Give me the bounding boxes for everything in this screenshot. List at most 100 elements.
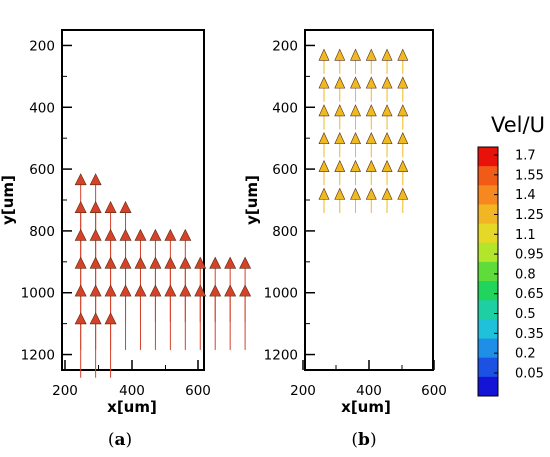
- colorbar-label: 1.4: [515, 188, 536, 203]
- panel-b-caption-open: (: [351, 430, 358, 450]
- panel-a-marker: [224, 284, 237, 297]
- colorbar-label: 0.65: [515, 287, 544, 302]
- panel-b-y-tick-label: 200: [272, 38, 298, 54]
- panel-a-marker: [179, 284, 192, 297]
- panel-a-marker: [119, 201, 132, 213]
- panel-a-marker: [164, 284, 177, 297]
- panel-b-marker: [365, 48, 377, 61]
- panel-a-marker: [74, 312, 87, 325]
- panel-a-marker: [89, 256, 102, 269]
- panel-b-caption-letter: b: [358, 430, 370, 450]
- panel-b-marker: [334, 132, 346, 145]
- panel-a-marker: [119, 228, 132, 241]
- colorbar-border: [477, 146, 499, 397]
- colorbar-segment: [478, 300, 498, 320]
- panel-a-x-axis-title: x[um]: [107, 398, 157, 416]
- panel-a-marker: [179, 256, 192, 269]
- panel-b-marker: [350, 187, 361, 200]
- panel-b-marker: [318, 76, 330, 89]
- panel-a-caption-letter: a: [114, 430, 125, 450]
- panel-b: 200 400 600 800 1000 1200 200 400 600 x[um] y[um…: [243, 29, 447, 450]
- panel-a-marker: [149, 284, 162, 297]
- colorbar-segment: [478, 338, 498, 359]
- panel-a-marker: [194, 284, 207, 297]
- panel-a-marker: [119, 256, 132, 269]
- panel-b-y-tick-label: 400: [272, 100, 298, 116]
- panel-b-marker: [318, 159, 330, 172]
- panel-b-marker: [334, 159, 346, 172]
- panel-a-marker: [149, 228, 162, 241]
- panel-b-marker: [397, 132, 409, 145]
- panel-b-marker: [365, 132, 377, 145]
- panel-a-plot-frame: [61, 29, 205, 371]
- panel-b-marks: [318, 48, 409, 213]
- colorbar-segment: [478, 261, 498, 282]
- panel-a-marker: [74, 284, 87, 297]
- panel-b-x-axis-title: x[um]: [341, 398, 391, 416]
- panel-a-marker: [89, 228, 102, 241]
- panel-a-caption-open: (: [108, 430, 115, 450]
- colorbar-segment: [478, 204, 498, 225]
- panel-b-marker: [318, 132, 330, 145]
- panel-a-marker: [134, 228, 147, 241]
- panel-a-y-tick-label: 1000: [21, 286, 55, 302]
- panel-b-marker: [350, 48, 361, 61]
- panel-a-marker: [134, 284, 147, 297]
- panel-a-x-tick-label: 600: [185, 383, 211, 399]
- colorbar-segment: [478, 166, 498, 186]
- panel-a-marker: [179, 228, 192, 241]
- colorbar: Vel/U 1.7 1.55 1.4 1.25 1.1 0.95 0.8 0.65 0.5 0.3…: [477, 113, 545, 397]
- panel-a-marker: [74, 201, 87, 213]
- panel-a-marker: [89, 284, 102, 297]
- panel-a-marker: [104, 228, 117, 241]
- panel-b-marker: [381, 76, 393, 89]
- panel-a-marker: [74, 173, 87, 186]
- panel-b-marker: [334, 48, 346, 61]
- panel-a-y-tick-label: 200: [29, 38, 55, 54]
- panel-a-caption: (a): [108, 430, 132, 450]
- panel-b-marker: [365, 76, 377, 89]
- panel-a-marker: [209, 256, 222, 269]
- panel-a-ticks: 200 400 600 800 1000 1200 200 400 600: [21, 38, 211, 399]
- panel-b-marker: [397, 187, 409, 200]
- panel-b-marker: [365, 187, 377, 200]
- panel-a-marks: [74, 173, 252, 378]
- colorbar-label: 1.7: [515, 149, 536, 164]
- panel-b-marker: [350, 132, 361, 145]
- panel-b-x-tick-label: 600: [421, 383, 447, 399]
- panel-a-caption-close: ): [126, 430, 133, 450]
- panel-b-marker: [397, 159, 409, 172]
- panel-b-marker: [397, 104, 409, 117]
- panel-b-y-tick-label: 800: [272, 224, 298, 240]
- colorbar-labels: 1.7 1.55 1.4 1.25 1.1 0.95 0.8 0.65 0.5 0.35 0.2 0.…: [494, 149, 544, 382]
- panel-b-marker: [381, 132, 393, 145]
- panel-a-marker: [149, 256, 162, 269]
- panel-a-y-tick-label: 1200: [21, 348, 55, 364]
- colorbar-label: 1.55: [515, 168, 544, 183]
- panel-b-marker: [397, 48, 409, 61]
- panel-b-y-tick-label: 1200: [264, 348, 298, 364]
- colorbar-label: 0.05: [515, 367, 544, 382]
- panel-b-marker: [334, 76, 346, 89]
- panel-a-marker: [104, 284, 117, 297]
- panel-b-marker: [318, 187, 330, 200]
- colorbar-segment: [478, 357, 498, 378]
- panel-a-marker: [164, 228, 177, 241]
- panel-a-marker: [89, 201, 102, 213]
- panel-b-marker: [381, 187, 393, 200]
- panel-b-y-axis-title: y[um]: [243, 175, 261, 225]
- panel-b-ticks: 200 400 600 800 1000 1200 200 400 600: [264, 38, 447, 399]
- panel-b-marker: [365, 104, 377, 117]
- panel-a-marker: [134, 256, 147, 269]
- panel-b-x-tick-label: 400: [356, 383, 382, 399]
- colorbar-label: 0.35: [515, 327, 544, 342]
- colorbar-label: 0.5: [515, 307, 536, 322]
- panel-a-marker: [104, 201, 117, 213]
- panel-b-marker: [318, 48, 330, 61]
- panel-a-marker: [239, 256, 252, 269]
- panel-a-marker: [164, 256, 177, 269]
- panel-b-marker: [350, 104, 361, 117]
- panel-a-y-tick-label: 600: [29, 162, 55, 178]
- panel-a-marker: [89, 312, 102, 325]
